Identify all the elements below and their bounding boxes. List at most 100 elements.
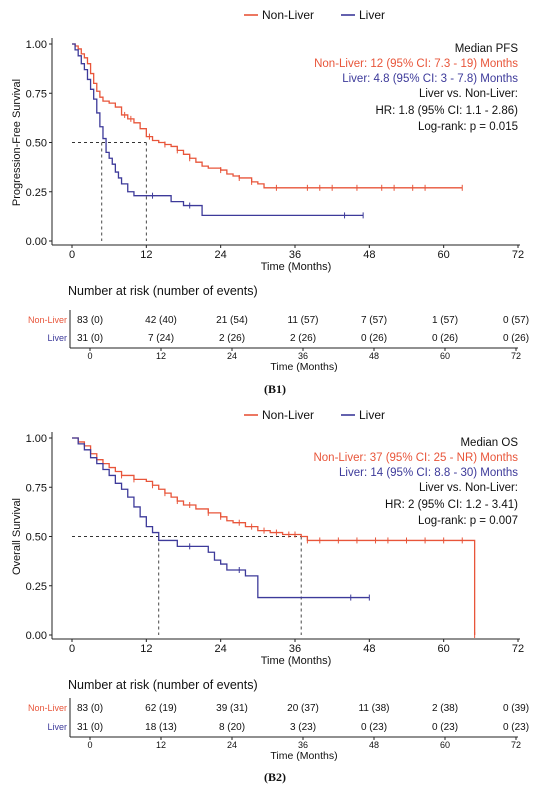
risk-x-tick-label: 36 <box>298 740 308 750</box>
annotation-title: Median PFS <box>455 43 519 55</box>
risk-cell: 1 (57) <box>432 315 458 326</box>
risk-table-title: Number at risk (number of events) <box>68 678 258 692</box>
x-tick-label: 36 <box>289 643 301 655</box>
x-tick-label: 0 <box>69 249 75 261</box>
risk-cell: 0 (26) <box>503 333 529 344</box>
km-panel-1: Non-Liver Liver 0.00 0.25 0.50 0.75 1.00 0 12 24 3… <box>11 8 529 373</box>
risk-cell: 83 (0) <box>77 315 103 326</box>
median-annotation: Median PFS Non-Liver: 12 (95% CI: 7.3 - 1… <box>314 43 518 133</box>
x-tick-label: 0 <box>69 643 75 655</box>
risk-x-tick-label: 72 <box>511 740 521 750</box>
x-tick-label: 72 <box>512 643 524 655</box>
km-curve-non-liver <box>72 437 476 635</box>
risk-x-tick-label: 12 <box>156 740 166 750</box>
x-tick-label: 60 <box>438 643 450 655</box>
risk-x-tick-label: 0 <box>87 740 92 750</box>
risk-row-label-non-liver: Non-Liver <box>28 315 67 325</box>
x-tick-label: 12 <box>140 643 152 655</box>
annotation-hr: HR: 1.8 (95% CI: 1.1 - 2.86) <box>375 105 518 117</box>
km-panel-2: Non-Liver Liver 0.00 0.25 0.50 0.75 1.00 0 12 24 3… <box>11 408 529 762</box>
risk-x-tick-label: 48 <box>369 351 379 361</box>
x-tick-label: 36 <box>289 249 301 261</box>
risk-cell: 31 (0) <box>77 722 103 733</box>
x-tick-label: 48 <box>363 249 375 261</box>
risk-x-tick-label: 60 <box>440 740 450 750</box>
risk-cell: 0 (39) <box>503 703 529 714</box>
annotation-logrank: Log-rank: p = 0.015 <box>418 121 518 133</box>
risk-x-tick-label: 48 <box>369 740 379 750</box>
median-annotation: Median OS Non-Liver: 37 (95% CI: 25 - NR)… <box>313 437 518 527</box>
risk-row-label-liver: Liver <box>47 333 67 343</box>
risk-cell: 42 (40) <box>145 315 177 326</box>
y-tick-label: 0.00 <box>26 630 47 642</box>
x-tick-label: 12 <box>140 249 152 261</box>
y-tick-label: 0.25 <box>26 187 47 199</box>
annotation-median-non-liver: Non-Liver: 37 (95% CI: 25 - NR) Months <box>313 452 518 464</box>
y-tick-label: 0.75 <box>26 482 47 494</box>
km-curve-liver <box>72 43 364 217</box>
risk-cell: 0 (23) <box>432 722 458 733</box>
risk-x-tick-label: 60 <box>440 351 450 361</box>
y-tick-label: 0.50 <box>26 138 47 150</box>
risk-x-tick-label: 0 <box>87 351 92 361</box>
x-tick-label: 72 <box>512 249 524 261</box>
risk-cell: 11 (38) <box>359 703 390 714</box>
risk-x-tick-label: 72 <box>511 351 521 361</box>
annotation-median-liver: Liver: 14 (95% CI: 8.8 - 30) Months <box>339 467 518 479</box>
risk-cell: 21 (54) <box>216 315 248 326</box>
x-tick-label: 48 <box>363 643 375 655</box>
risk-table-title: Number at risk (number of events) <box>68 284 258 298</box>
panel-label-2: (B2) <box>264 770 286 784</box>
risk-cell: 7 (57) <box>361 315 387 326</box>
x-tick-label: 60 <box>438 249 450 261</box>
y-tick-label: 0.50 <box>26 532 47 544</box>
risk-table: Number at risk (number of events) Non-Liv… <box>28 678 529 762</box>
risk-cell: 2 (26) <box>290 333 316 344</box>
risk-cell: 83 (0) <box>77 703 103 714</box>
x-axis-label: Time (Months) <box>261 261 332 273</box>
annotation-comparison: Liver vs. Non-Liver: <box>419 482 518 494</box>
risk-cell: 0 (57) <box>503 315 529 326</box>
risk-cell: 0 (26) <box>361 333 387 344</box>
risk-x-axis-label: Time (Months) <box>270 750 337 762</box>
risk-cell: 0 (23) <box>503 722 529 733</box>
risk-x-tick-label: 12 <box>156 351 166 361</box>
annotation-title: Median OS <box>460 437 518 449</box>
annotation-logrank: Log-rank: p = 0.007 <box>418 515 518 527</box>
risk-cell: 39 (31) <box>216 703 248 714</box>
risk-cell: 8 (20) <box>219 722 245 733</box>
x-tick-label: 24 <box>215 249 227 261</box>
risk-row-label-non-liver: Non-Liver <box>28 703 67 713</box>
risk-cell: 31 (0) <box>77 333 103 344</box>
x-axis-label: Time (Months) <box>261 655 332 667</box>
risk-cell: 18 (13) <box>145 722 177 733</box>
y-axis-label: Progression-Free Survival <box>11 79 23 206</box>
risk-x-axis-label: Time (Months) <box>270 361 337 373</box>
annotation-median-liver: Liver: 4.8 (95% CI: 3 - 7.8) Months <box>342 73 518 85</box>
annotation-median-non-liver: Non-Liver: 12 (95% CI: 7.3 - 19) Months <box>314 58 518 70</box>
km-curve-liver <box>72 437 370 599</box>
legend-label-liver: Liver <box>359 408 385 422</box>
legend-label-non-liver: Non-Liver <box>262 408 314 422</box>
risk-cell: 7 (24) <box>148 333 174 344</box>
panel-label-1: (B1) <box>264 382 286 396</box>
y-tick-label: 1.00 <box>26 433 47 445</box>
legend: Non-Liver Liver <box>244 408 385 422</box>
risk-cell: 2 (38) <box>432 703 458 714</box>
risk-x-tick-label: 36 <box>298 351 308 361</box>
y-tick-label: 0.25 <box>26 581 47 593</box>
legend: Non-Liver Liver <box>244 8 385 22</box>
legend-label-non-liver: Non-Liver <box>262 8 314 22</box>
risk-row-label-liver: Liver <box>47 722 67 732</box>
annotation-hr: HR: 2 (95% CI: 1.2 - 3.41) <box>385 499 518 511</box>
y-tick-label: 0.75 <box>26 88 47 100</box>
risk-x-tick-label: 24 <box>227 740 237 750</box>
y-tick-label: 0.00 <box>26 236 47 248</box>
risk-cell: 11 (57) <box>288 315 319 326</box>
risk-x-tick-label: 24 <box>227 351 237 361</box>
risk-cell: 20 (37) <box>287 703 319 714</box>
risk-cell: 0 (26) <box>432 333 458 344</box>
x-tick-label: 24 <box>215 643 227 655</box>
risk-table: Number at risk (number of events) Non-Liv… <box>28 284 529 373</box>
